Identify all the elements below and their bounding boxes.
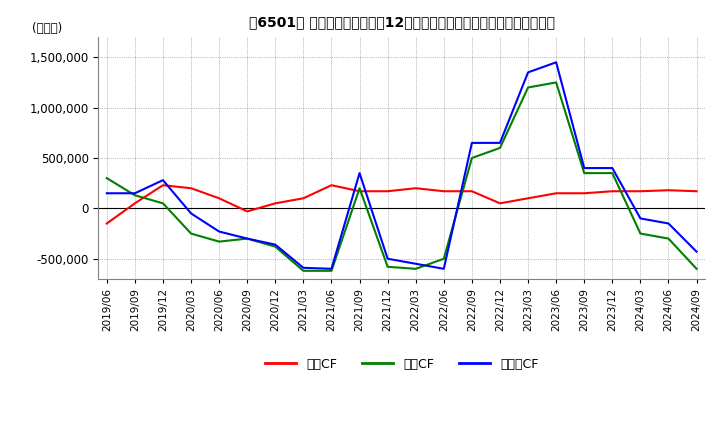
営業CF [327,183,336,188]
営業CF [467,189,476,194]
フリーCF [608,165,616,171]
営業CF [186,186,195,191]
営業CF [130,201,139,206]
投賃CF [467,155,476,161]
フリーCF [327,266,336,271]
営業CF [158,183,167,188]
フリーCF [552,60,560,65]
営業CF [580,191,588,196]
フリーCF [523,70,532,75]
フリーCF [495,140,504,146]
投賃CF [608,170,616,176]
フリーCF [411,261,420,266]
営業CF [636,189,644,194]
フリーCF [467,140,476,146]
営業CF [552,191,560,196]
投賃CF [327,268,336,274]
投賃CF [355,186,364,191]
投賃CF [243,236,251,241]
フリーCF [186,211,195,216]
投賃CF [580,170,588,176]
Text: (百万円): (百万円) [32,22,62,35]
投賃CF [215,239,223,244]
投賃CF [692,266,701,271]
フリーCF [664,221,672,226]
投賃CF [299,268,307,274]
投賃CF [383,264,392,269]
Line: 営業CF: 営業CF [107,185,696,224]
営業CF [383,189,392,194]
フリーCF [243,236,251,241]
投賃CF [439,256,448,261]
フリーCF [383,256,392,261]
営業CF [299,196,307,201]
営業CF [692,189,701,194]
営業CF [243,209,251,214]
投賃CF [271,244,279,249]
営業CF [102,221,111,226]
営業CF [215,196,223,201]
フリーCF [271,242,279,247]
Title: ［6501］ キャッシュフローの12か月移動合計の対前年同期増減額の推移: ［6501］ キャッシュフローの12か月移動合計の対前年同期増減額の推移 [248,15,554,29]
投賃CF [411,266,420,271]
フリーCF [158,177,167,183]
フリーCF [102,191,111,196]
投賃CF [664,236,672,241]
投賃CF [552,80,560,85]
投賃CF [186,231,195,236]
Legend: 営業CF, 投賃CF, フリーCF: 営業CF, 投賃CF, フリーCF [260,353,544,376]
営業CF [523,196,532,201]
投賃CF [102,176,111,181]
フリーCF [355,170,364,176]
フリーCF [215,229,223,234]
営業CF [608,189,616,194]
営業CF [355,189,364,194]
フリーCF [580,165,588,171]
営業CF [664,187,672,193]
営業CF [439,189,448,194]
フリーCF [299,265,307,271]
投賃CF [495,145,504,150]
営業CF [411,186,420,191]
Line: フリーCF: フリーCF [107,62,696,269]
営業CF [271,201,279,206]
フリーCF [439,266,448,271]
投賃CF [636,231,644,236]
フリーCF [130,191,139,196]
Line: 投賃CF: 投賃CF [107,82,696,271]
投賃CF [523,85,532,90]
営業CF [495,201,504,206]
投賃CF [130,193,139,198]
フリーCF [636,216,644,221]
フリーCF [692,249,701,254]
投賃CF [158,201,167,206]
